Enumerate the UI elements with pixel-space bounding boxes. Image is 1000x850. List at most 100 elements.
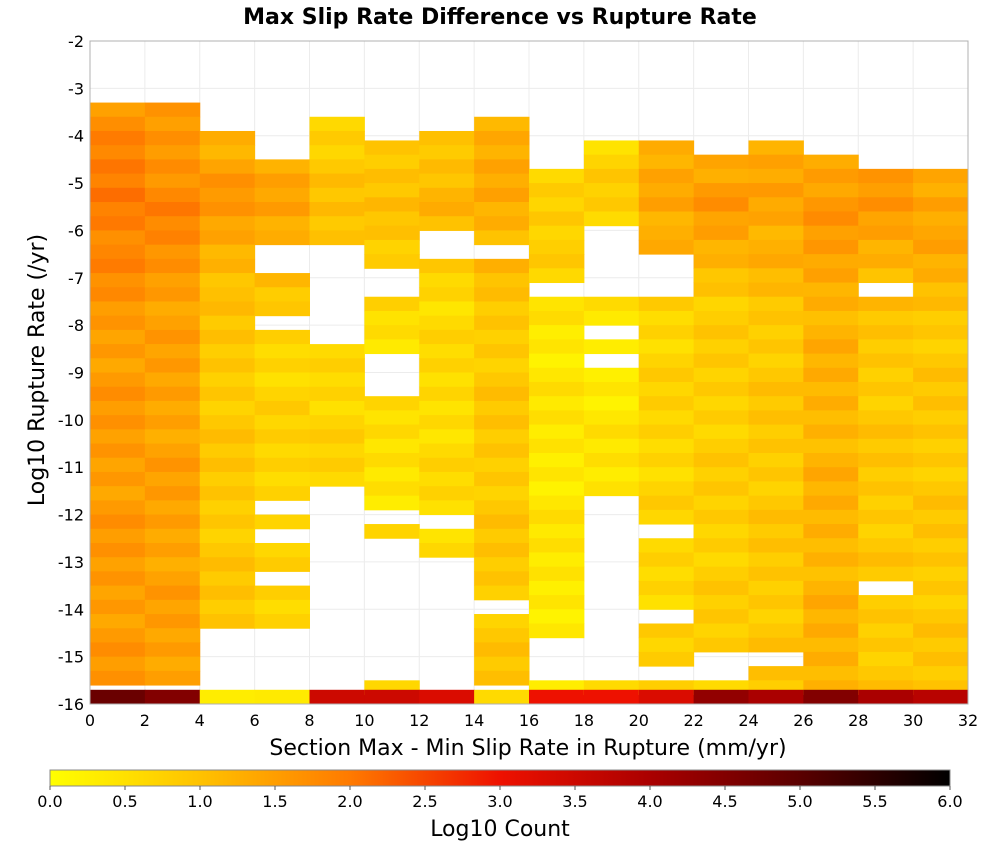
x-tick-label: 16	[519, 711, 539, 730]
heatmap-cell	[254, 287, 310, 302]
colorbar-tick-label: 5.5	[862, 792, 887, 811]
heatmap-cell	[693, 296, 749, 312]
heatmap-cell	[913, 524, 969, 539]
heatmap-cell	[144, 542, 201, 558]
heatmap-cell	[858, 254, 914, 269]
heatmap-cell	[90, 287, 146, 302]
heatmap-cell	[693, 509, 749, 525]
heatmap-cell	[364, 467, 420, 482]
heatmap-cell	[90, 202, 146, 217]
y-tick-label: -13	[58, 553, 84, 572]
y-tick-label: -11	[58, 458, 84, 477]
colorbar-tick-label: 4.0	[637, 792, 662, 811]
heatmap-cell	[693, 623, 749, 639]
heatmap-cell	[364, 481, 420, 497]
heatmap-cell	[638, 580, 695, 596]
heatmap-cell	[254, 599, 310, 615]
heatmap-cell	[254, 358, 310, 373]
heatmap-cell	[254, 457, 310, 473]
heatmap-cell	[199, 372, 256, 388]
heatmap-cell	[364, 254, 420, 269]
heatmap-cell	[638, 509, 695, 525]
heatmap-cell	[638, 495, 695, 511]
heatmap-cell	[364, 197, 420, 212]
heatmap-cell	[90, 557, 146, 572]
heatmap-cell	[90, 386, 146, 402]
heatmap-cell	[309, 130, 365, 146]
x-tick-label: 6	[250, 711, 260, 730]
heatmap-cell	[858, 666, 914, 681]
heatmap-cell	[254, 273, 310, 288]
heatmap-cell	[144, 443, 201, 459]
heatmap-cell	[144, 273, 201, 288]
heatmap-cell	[474, 202, 530, 217]
heatmap-cell	[419, 400, 475, 416]
heatmap-cell	[199, 329, 256, 345]
heatmap-cell	[748, 168, 804, 184]
heatmap-cell	[638, 637, 695, 653]
heatmap-cell	[199, 301, 256, 317]
heatmap-cell	[858, 381, 914, 397]
heatmap-cell	[638, 438, 695, 454]
heatmap-cell	[638, 239, 695, 255]
heatmap-cell	[803, 367, 859, 383]
heatmap-cell	[254, 329, 310, 345]
y-tick-label: -15	[58, 648, 84, 667]
heatmap-cell	[199, 344, 256, 359]
heatmap-cell	[638, 651, 695, 667]
heatmap-cell	[748, 538, 804, 553]
heatmap-cell	[803, 495, 859, 511]
heatmap-cell	[90, 471, 146, 487]
heatmap-cell	[529, 580, 585, 596]
heatmap-cell	[199, 486, 256, 501]
heatmap-cell	[529, 424, 585, 440]
heatmap-cell	[90, 457, 146, 473]
heatmap-cell	[199, 202, 256, 217]
heatmap-cell	[748, 666, 804, 681]
y-tick-label: -2	[68, 32, 84, 51]
x-tick-label: 30	[903, 711, 923, 730]
heatmap-cell	[803, 211, 859, 227]
heatmap-cell	[583, 168, 640, 184]
heatmap-cell	[748, 211, 804, 227]
heatmap-cell	[693, 538, 749, 553]
heatmap-cell	[693, 524, 749, 539]
heatmap-cell	[474, 429, 530, 445]
heatmap-cell	[693, 310, 749, 326]
heatmap-cell	[144, 315, 201, 331]
heatmap-cell	[90, 656, 146, 672]
heatmap-cell	[913, 339, 969, 355]
heatmap-cell	[748, 609, 804, 624]
heatmap-cell	[309, 216, 365, 231]
y-tick-label: -12	[58, 506, 84, 525]
heatmap-cell	[199, 471, 256, 487]
heatmap-cell	[90, 102, 146, 118]
heatmap-cell	[529, 552, 585, 568]
x-tick-label: 14	[464, 711, 484, 730]
heatmap-cell	[199, 514, 256, 530]
heatmap-cell	[529, 325, 585, 340]
x-tick-label: 8	[304, 711, 314, 730]
plot-frame	[89, 40, 969, 705]
heatmap-cell	[474, 415, 530, 430]
heatmap-cell	[638, 168, 695, 184]
heatmap-cell	[913, 509, 969, 525]
heatmap-cell	[419, 315, 475, 331]
heatmap-cell	[144, 429, 201, 445]
heatmap-cell	[364, 396, 420, 411]
heatmap-cell	[90, 372, 146, 388]
heatmap-cell	[419, 457, 475, 473]
heatmap-cell	[254, 471, 310, 487]
heatmap-cell	[913, 310, 969, 326]
heatmap-cell	[858, 609, 914, 624]
heatmap-cell	[144, 471, 201, 487]
heatmap-cell-bottom-row	[254, 689, 310, 705]
heatmap-cell	[529, 438, 585, 454]
heatmap-cell	[419, 358, 475, 373]
heatmap-cell	[803, 381, 859, 397]
heatmap-cell	[748, 524, 804, 539]
heatmap-cell	[748, 282, 804, 298]
heatmap-cell	[364, 424, 420, 440]
heatmap-cell	[364, 310, 420, 326]
heatmap-cell	[748, 595, 804, 610]
